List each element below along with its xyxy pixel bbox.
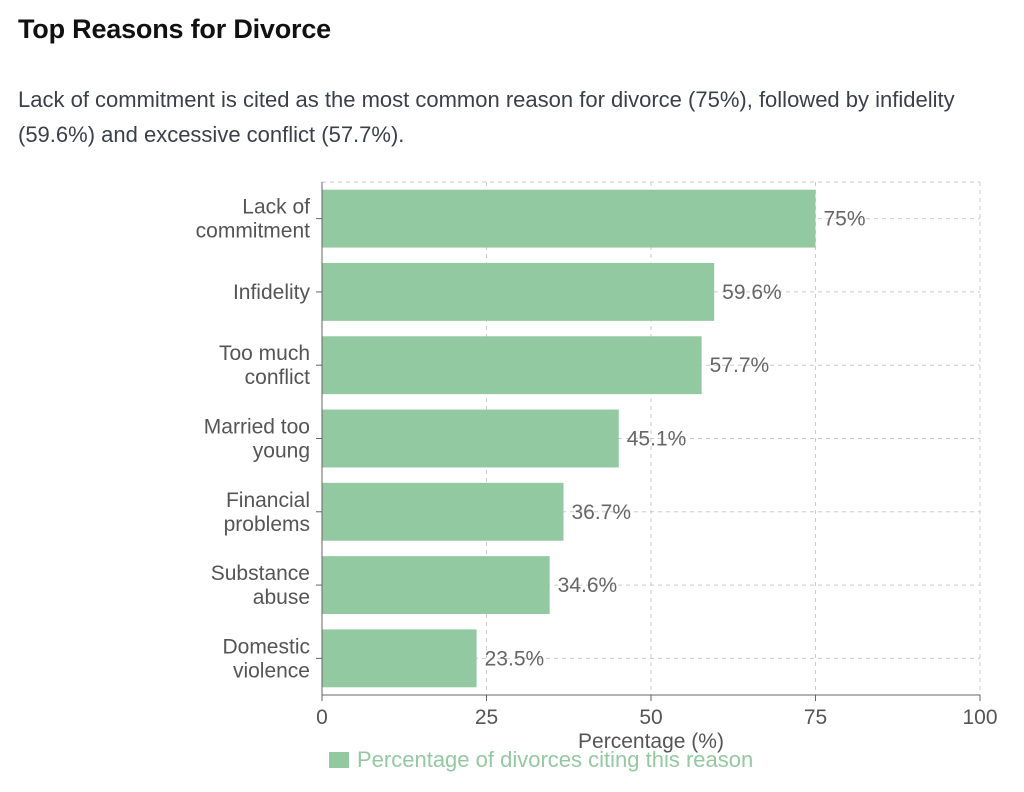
bars: [322, 189, 816, 688]
bar: [322, 409, 619, 468]
y-tick-label-line: young: [253, 440, 310, 463]
x-tick-label: 0: [316, 706, 328, 729]
bar: [322, 629, 477, 688]
x-axis-title: Percentage (%): [578, 730, 724, 753]
legend-entry: Percentage of divorces citing this reaso…: [357, 747, 753, 772]
y-tick-label-line: violence: [233, 659, 310, 682]
bar-value-label: 75%: [824, 208, 866, 231]
y-tick-label: Married too young: [204, 416, 310, 463]
x-tick-label: 100: [962, 706, 997, 729]
x-tick-label: 25: [475, 706, 498, 729]
y-tick-label-line: conflict: [245, 366, 311, 389]
legend: Percentage of divorces citing this reaso…: [329, 747, 753, 772]
y-tick-label: Financial problems: [224, 489, 310, 536]
bar: [322, 556, 550, 615]
bar: [322, 262, 715, 321]
y-tick-label-line: Too much: [219, 342, 310, 365]
y-tick-label: Substance abuse: [211, 562, 310, 609]
bar-value-label: 34.6%: [558, 574, 618, 597]
y-tick-label-line: abuse: [253, 586, 310, 609]
bar-value-label: 57.7%: [710, 354, 770, 377]
bar-value-label: 36.7%: [571, 501, 631, 524]
bar-labels: 75% 59.6% 57.7% 45.1% 36.7% 34.6% 23.5%: [485, 208, 866, 671]
bar-value-label: 45.1%: [627, 428, 687, 451]
axes: 0 25 50 75 100 Lack of commitment Infidelity Too…: [196, 182, 998, 729]
bar: [322, 189, 816, 248]
y-tick-label-line: Substance: [211, 562, 310, 585]
y-tick-label-line: Lack of: [242, 196, 310, 219]
y-tick-label-line: problems: [224, 513, 310, 536]
y-tick-label: Too much conflict: [219, 342, 310, 389]
y-tick-label-line: Infidelity: [233, 281, 311, 304]
y-tick-label-line: Financial: [226, 489, 310, 512]
bar-value-label: 23.5%: [485, 647, 545, 670]
bar: [322, 336, 702, 395]
y-tick-label-line: commitment: [196, 220, 311, 243]
y-tick-label-line: Domestic: [222, 635, 310, 658]
page-subtitle: Lack of commitment is cited as the most …: [18, 87, 955, 147]
y-tick-label-line: Married too: [204, 416, 310, 439]
y-tick-label: Lack of commitment: [196, 196, 311, 243]
bar-value-label: 59.6%: [722, 281, 782, 304]
y-tick-label: Domestic violence: [222, 635, 310, 682]
bar: [322, 482, 564, 541]
x-tick-label: 50: [639, 706, 662, 729]
page-title: Top Reasons for Divorce: [18, 14, 331, 44]
x-tick-label: 75: [804, 706, 827, 729]
legend-swatch: [329, 752, 349, 768]
y-tick-label: Infidelity: [233, 281, 311, 304]
